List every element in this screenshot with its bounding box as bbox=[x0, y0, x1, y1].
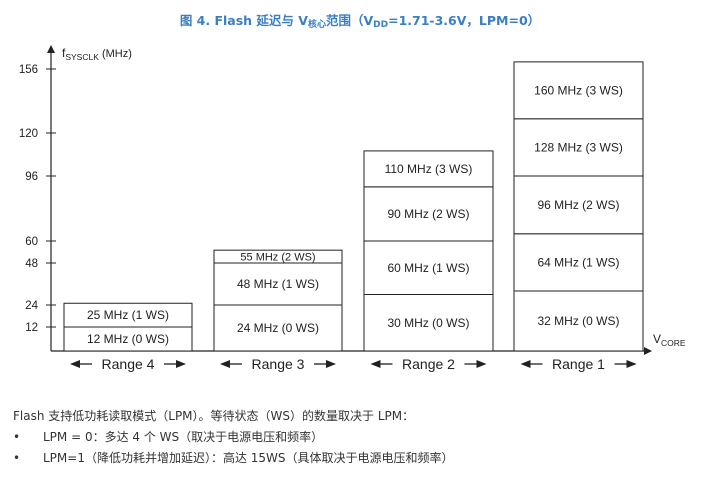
y-tick-label: 156 bbox=[19, 64, 38, 76]
arrow-left-icon bbox=[220, 360, 230, 368]
range-category: Range 1 bbox=[520, 356, 637, 372]
bar-segment bbox=[363, 186, 494, 242]
range-column: 24 MHz (0 WS) 48 MHz (1 WS) 55 MHz (2 WS) bbox=[213, 249, 343, 352]
range-column: 30 MHz (0 WS) 60 MHz (1 WS) 90 MHz (2 WS) 1… bbox=[363, 150, 494, 352]
title-suffix-2: =1.71-3.6V，LPM=0） bbox=[388, 13, 541, 28]
notes-bullet-2: • LPM=1（降低功耗并增加延迟）：高达 15WS（具体取决于电源电压和频率） bbox=[13, 448, 454, 469]
bar-segment-label: 64 MHz (1 WS) bbox=[537, 255, 619, 269]
range-category: Range 2 bbox=[370, 356, 487, 372]
arrow-left-icon bbox=[520, 360, 531, 368]
bar-segment-label: 24 MHz (0 WS) bbox=[237, 321, 319, 335]
bar-segment bbox=[513, 290, 644, 352]
bar-segment-label: 110 MHz (3 WS) bbox=[385, 162, 473, 176]
bar-segment-label: 90 MHz (2 WS) bbox=[387, 207, 469, 221]
bar-segment-label: 48 MHz (1 WS) bbox=[237, 277, 319, 291]
bar-segment-label: 32 MHz (0 WS) bbox=[537, 314, 619, 328]
range-column: 32 MHz (0 WS) 64 MHz (1 WS) 96 MHz (2 WS) 1… bbox=[513, 61, 644, 352]
bar-segment-label: 160 MHz (3 WS) bbox=[534, 83, 623, 97]
bar-segment bbox=[513, 175, 644, 235]
bar-segment bbox=[63, 302, 193, 328]
notes-intro: Flash 支持低功耗读取模式（LPM）。等待状态（WS）的数量取决于 LPM： bbox=[13, 409, 415, 423]
bar-segment-label: 60 MHz (1 WS) bbox=[387, 261, 469, 275]
bar-segment bbox=[213, 249, 343, 264]
y-tick-label: 120 bbox=[19, 128, 38, 140]
bar-segment bbox=[363, 150, 494, 188]
range-category: Range 4 bbox=[70, 356, 186, 372]
bar-segment bbox=[213, 304, 343, 352]
title-subscript-dd: DD bbox=[373, 20, 389, 30]
arrow-right-icon bbox=[326, 360, 336, 368]
arrow-right-icon bbox=[176, 360, 186, 368]
notes-section: Flash 支持低功耗读取模式（LPM）。等待状态（WS）的数量取决于 LPM：… bbox=[13, 406, 454, 469]
range-category: Range 3 bbox=[220, 356, 336, 372]
y-tick-label: 96 bbox=[25, 171, 38, 183]
bar-segment-label: 25 MHz (1 WS) bbox=[87, 308, 169, 322]
title-suffix: 范围（V bbox=[325, 13, 374, 28]
bar-segment bbox=[213, 262, 343, 306]
arrow-left-icon bbox=[70, 360, 80, 368]
bar-segment bbox=[513, 118, 644, 177]
y-tick-label: 60 bbox=[25, 236, 38, 248]
arrow-left-icon bbox=[370, 360, 381, 368]
y-tick-label: 12 bbox=[25, 322, 38, 334]
y-tick-label: 24 bbox=[25, 300, 38, 312]
bar-segment bbox=[513, 233, 644, 292]
bullet-text: LPM=1（降低功耗并增加延迟）：高达 15WS（具体取决于电源电压和频率） bbox=[43, 451, 454, 465]
arrow-right-icon bbox=[476, 360, 487, 368]
bar-segment-label: 96 MHz (2 WS) bbox=[537, 198, 619, 212]
bar-segment bbox=[363, 240, 494, 295]
category-label: Range 3 bbox=[252, 356, 305, 372]
figure-title: 图 4. Flash 延迟与 V核心范围（VDD=1.71-3.6V，LPM=0… bbox=[0, 10, 720, 30]
bar-segment bbox=[363, 294, 494, 352]
arrow-right-icon bbox=[626, 360, 637, 368]
y-tick-label: 48 bbox=[25, 258, 38, 270]
bar-segment-label: 30 MHz (0 WS) bbox=[387, 316, 469, 330]
category-label: Range 2 bbox=[402, 356, 455, 372]
notes-bullet-1: • LPM = 0：多达 4 个 WS（取决于电源电压和频率） bbox=[13, 427, 454, 448]
category-label: Range 4 bbox=[102, 356, 155, 372]
flash-latency-chart: fSYSCLK (MHz) VCORE 12 24 48 60 96 120 156 12 … bbox=[19, 45, 686, 372]
x-axis-label: VCORE bbox=[653, 332, 686, 348]
bullet-symbol: • bbox=[13, 430, 21, 444]
title-prefix: 图 4. Flash 延迟与 V bbox=[179, 13, 308, 28]
y-axis-label: fSYSCLK (MHz) bbox=[62, 46, 132, 62]
bar-segment-label: 128 MHz (3 WS) bbox=[534, 140, 623, 154]
bullet-symbol: • bbox=[13, 451, 21, 465]
title-subscript-core: 核心 bbox=[307, 20, 326, 30]
bar-segment-label: 55 MHz (2 WS) bbox=[240, 252, 315, 264]
bar-segment-label: 12 MHz (0 WS) bbox=[87, 332, 169, 346]
category-label: Range 1 bbox=[552, 356, 605, 372]
bar-segment bbox=[63, 326, 193, 352]
bullet-text: LPM = 0：多达 4 个 WS（取决于电源电压和频率） bbox=[43, 430, 324, 444]
bar-segment bbox=[513, 61, 644, 120]
range-column: 12 MHz (0 WS) 25 MHz (1 WS) bbox=[63, 302, 193, 352]
